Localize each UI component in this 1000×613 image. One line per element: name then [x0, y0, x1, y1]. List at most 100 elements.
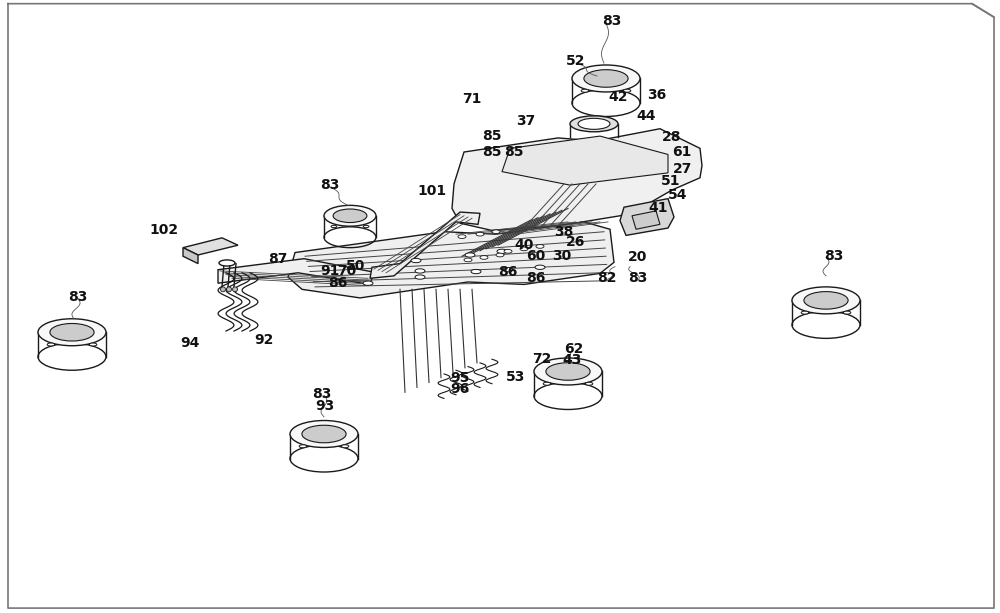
- Polygon shape: [370, 212, 480, 278]
- Ellipse shape: [546, 363, 590, 380]
- Ellipse shape: [220, 287, 226, 292]
- Text: 86: 86: [526, 271, 546, 284]
- Text: 28: 28: [662, 131, 682, 144]
- Ellipse shape: [363, 226, 369, 227]
- Text: 86: 86: [498, 265, 518, 279]
- Ellipse shape: [520, 247, 528, 251]
- Text: 85: 85: [482, 129, 502, 143]
- Text: 38: 38: [554, 225, 574, 238]
- Ellipse shape: [480, 256, 488, 259]
- Ellipse shape: [471, 270, 481, 273]
- Text: 51: 51: [661, 175, 681, 188]
- Ellipse shape: [333, 209, 367, 223]
- Ellipse shape: [299, 445, 307, 447]
- Text: 20: 20: [628, 250, 648, 264]
- Ellipse shape: [585, 383, 593, 385]
- Ellipse shape: [497, 249, 507, 254]
- Ellipse shape: [792, 287, 860, 314]
- Text: 41: 41: [648, 202, 668, 215]
- Ellipse shape: [290, 421, 358, 447]
- Ellipse shape: [415, 268, 425, 273]
- Text: 42: 42: [608, 90, 628, 104]
- Ellipse shape: [476, 232, 484, 236]
- Ellipse shape: [534, 358, 602, 385]
- Polygon shape: [502, 136, 668, 185]
- Text: 92: 92: [254, 333, 274, 347]
- Ellipse shape: [578, 118, 610, 129]
- Text: 82: 82: [597, 271, 617, 284]
- Text: 86: 86: [328, 276, 348, 290]
- Text: 26: 26: [566, 235, 586, 248]
- Text: 93: 93: [315, 399, 335, 413]
- Ellipse shape: [581, 89, 589, 92]
- Text: 53: 53: [506, 370, 526, 384]
- Text: 52: 52: [566, 55, 586, 68]
- Ellipse shape: [496, 253, 504, 257]
- Text: 83: 83: [312, 387, 332, 400]
- Text: 40: 40: [514, 238, 534, 252]
- Text: 83: 83: [68, 290, 88, 303]
- Ellipse shape: [464, 258, 472, 262]
- Ellipse shape: [535, 265, 545, 270]
- Ellipse shape: [804, 292, 848, 309]
- Ellipse shape: [584, 70, 628, 87]
- Ellipse shape: [492, 230, 500, 234]
- Ellipse shape: [219, 260, 235, 266]
- Ellipse shape: [536, 245, 544, 248]
- Ellipse shape: [363, 281, 373, 286]
- Ellipse shape: [572, 65, 640, 92]
- Polygon shape: [183, 248, 198, 264]
- Ellipse shape: [226, 287, 232, 292]
- Polygon shape: [183, 238, 238, 255]
- Text: 91: 91: [320, 264, 340, 278]
- Text: 101: 101: [417, 185, 447, 198]
- Ellipse shape: [411, 259, 421, 263]
- Text: 62: 62: [564, 343, 584, 356]
- Text: 44: 44: [636, 110, 656, 123]
- Ellipse shape: [38, 319, 106, 346]
- Text: 36: 36: [647, 88, 667, 102]
- Ellipse shape: [843, 311, 851, 314]
- Ellipse shape: [341, 445, 349, 447]
- Polygon shape: [218, 259, 374, 284]
- Ellipse shape: [47, 343, 55, 346]
- Text: 70: 70: [337, 264, 357, 278]
- Text: 60: 60: [526, 249, 546, 263]
- Ellipse shape: [503, 267, 513, 272]
- Text: 83: 83: [602, 15, 622, 28]
- Text: 102: 102: [149, 224, 179, 237]
- Ellipse shape: [458, 235, 466, 238]
- Ellipse shape: [302, 425, 346, 443]
- Text: 95: 95: [450, 371, 470, 384]
- Polygon shape: [620, 199, 674, 235]
- Text: 30: 30: [552, 249, 572, 263]
- Ellipse shape: [623, 89, 631, 92]
- Text: 96: 96: [450, 382, 470, 395]
- Text: 27: 27: [673, 162, 693, 176]
- Text: 43: 43: [562, 353, 582, 367]
- Polygon shape: [452, 129, 702, 230]
- Ellipse shape: [50, 324, 94, 341]
- Polygon shape: [632, 211, 660, 229]
- Text: 71: 71: [462, 93, 482, 106]
- Text: 85: 85: [504, 145, 524, 159]
- Ellipse shape: [570, 116, 618, 132]
- Ellipse shape: [89, 343, 97, 346]
- Text: 72: 72: [532, 352, 552, 365]
- Text: 54: 54: [668, 188, 688, 202]
- Ellipse shape: [324, 205, 376, 226]
- Text: 83: 83: [320, 178, 340, 192]
- Text: 50: 50: [346, 259, 366, 273]
- Ellipse shape: [331, 226, 337, 227]
- Polygon shape: [288, 222, 614, 298]
- Ellipse shape: [543, 383, 551, 385]
- Ellipse shape: [504, 249, 512, 253]
- Text: 61: 61: [672, 145, 692, 159]
- Ellipse shape: [233, 287, 238, 292]
- Ellipse shape: [465, 253, 475, 257]
- Text: 83: 83: [824, 249, 844, 262]
- Text: 94: 94: [180, 337, 200, 350]
- Text: 37: 37: [516, 115, 536, 128]
- Ellipse shape: [801, 311, 809, 314]
- Text: 85: 85: [482, 145, 502, 159]
